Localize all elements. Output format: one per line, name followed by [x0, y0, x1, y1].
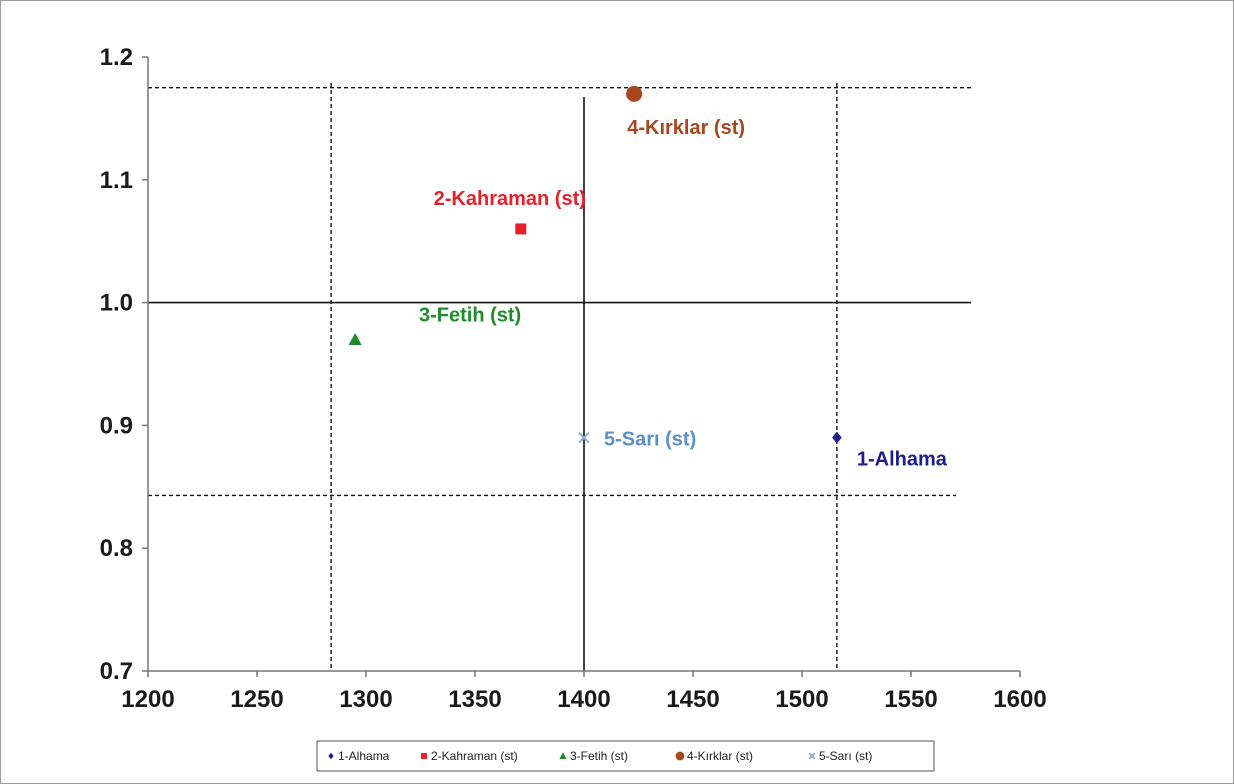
x-tick-label: 1350: [448, 686, 501, 713]
legend-marker-5: [808, 752, 816, 760]
data-point-1: [832, 431, 842, 444]
data-points: [348, 85, 842, 444]
y-tick-label: 0.8: [100, 535, 133, 562]
x-tick-label: 1450: [666, 686, 719, 713]
y-tick-label: 1.2: [100, 44, 133, 71]
data-point-2: [515, 223, 527, 235]
reference-lines: [148, 83, 973, 671]
legend: 1-Alhama 2-Kahraman (st) 3-Fetih (st) 4-Kır…: [316, 740, 935, 772]
legend-label-5: 5-Sarı (st): [819, 749, 872, 763]
data-point-5: [578, 431, 590, 444]
y-tick-label: 0.9: [100, 412, 133, 439]
point-label-1: 1-Alhama: [857, 449, 948, 471]
legend-marker-1: [328, 752, 334, 760]
y-tick-label: 0.7: [100, 658, 133, 685]
tick-labels: 1200 1250 1300 1350 1400 1450 1500 1550 1600 0.7 0…: [100, 44, 1047, 713]
data-point-3: [348, 332, 362, 345]
legend-label-3: 3-Fetih (st): [570, 749, 628, 763]
x-tick-label: 1550: [884, 686, 937, 713]
legend-label-4: 4-Kırklar (st): [687, 749, 753, 763]
legend-marker-3: [559, 752, 567, 760]
y-tick-label: 1.0: [100, 290, 133, 317]
x-tick-label: 1600: [993, 686, 1046, 713]
point-label-5: 5-Sarı (st): [604, 429, 696, 451]
point-label-3: 3-Fetih (st): [419, 304, 521, 326]
x-tick-label: 1500: [775, 686, 828, 713]
x-tick-label: 1400: [557, 686, 610, 713]
x-marker-stroke: [808, 752, 816, 760]
point-labels: 1-Alhama 2-Kahraman (st) 3-Fetih (st) 4-Kır…: [419, 117, 948, 471]
x-tick-label: 1300: [339, 686, 392, 713]
legend-marker-4: [675, 751, 685, 761]
legend-label-1: 1-Alhama: [338, 749, 390, 763]
data-point-4: [626, 85, 643, 102]
point-label-4: 4-Kırklar (st): [627, 117, 745, 139]
x-tick-label: 1200: [121, 686, 174, 713]
legend-box: [316, 740, 935, 772]
x-tick-label: 1250: [230, 686, 283, 713]
y-tick-label: 1.1: [100, 167, 133, 194]
point-label-2: 2-Kahraman (st): [434, 188, 586, 210]
x-marker-stroke: [578, 431, 590, 444]
axes: [142, 56, 1021, 677]
legend-marker-2: [420, 752, 428, 760]
legend-label-2: 2-Kahraman (st): [431, 749, 518, 763]
